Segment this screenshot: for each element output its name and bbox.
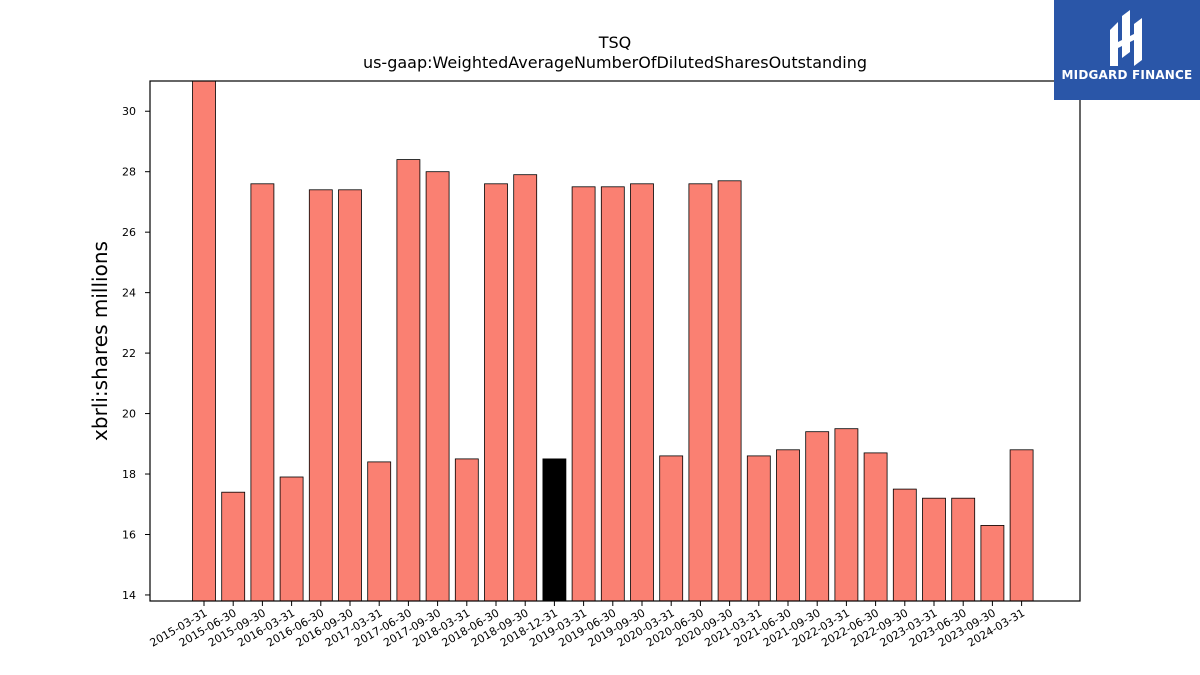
brand-logo: MIDGARD FINANCE — [1054, 0, 1200, 100]
y-tick-label: 28 — [122, 166, 136, 179]
bar-2019-09-30 — [630, 183, 654, 602]
bar-2020-03-31 — [659, 455, 684, 602]
bar-2017-09-30 — [425, 171, 450, 602]
bar-2018-09-30 — [513, 174, 538, 602]
y-axis-ticks: 14 16 18 20 22 24 26 28 30 — [122, 105, 150, 602]
bar-2015-09-30 — [250, 183, 275, 602]
logo-text: MIDGARD FINANCE — [1061, 68, 1193, 82]
bar-2016-06-30 — [308, 189, 333, 602]
bar-2023-06-30 — [951, 497, 976, 602]
x-axis-ticks: 2015-03-312015-06-302015-09-302016-03-31… — [148, 601, 1027, 650]
bar-2015-03-31 — [192, 80, 216, 602]
bar-2018-12-31 — [542, 458, 567, 602]
y-tick-label: 30 — [122, 105, 136, 118]
bar-2020-06-30 — [688, 183, 713, 602]
bar-2021-03-31 — [746, 455, 771, 602]
bar-2016-09-30 — [338, 189, 362, 602]
y-tick-label: 24 — [122, 287, 136, 300]
chart-title: TSQ — [598, 33, 632, 52]
bar-2018-03-31 — [454, 458, 479, 602]
y-tick-label: 20 — [122, 408, 136, 421]
chart-subtitle: us-gaap:WeightedAverageNumberOfDilutedSh… — [363, 53, 867, 72]
bar-2016-03-31 — [279, 476, 304, 602]
y-tick-label: 14 — [122, 589, 136, 602]
y-axis-label: xbrli:shares millions — [88, 241, 112, 441]
y-tick-label: 16 — [122, 528, 136, 541]
bar-2018-06-30 — [484, 183, 508, 602]
bars-group — [192, 80, 1034, 602]
bar-2022-09-30 — [892, 488, 917, 602]
y-tick-label: 26 — [122, 226, 136, 239]
bar-2017-03-31 — [367, 461, 392, 602]
bar-2023-09-30 — [980, 525, 1005, 602]
plot-frame — [149, 80, 1081, 602]
bar-2022-06-30 — [863, 452, 888, 602]
bar-2022-03-31 — [834, 428, 859, 602]
bar-2015-06-30 — [221, 491, 246, 602]
bar-2019-06-30 — [600, 186, 625, 602]
bar-2019-03-31 — [571, 186, 596, 602]
y-tick-label: 18 — [122, 468, 136, 481]
bar-2023-03-31 — [922, 497, 946, 602]
bar-2017-06-30 — [396, 159, 421, 602]
y-tick-label: 22 — [122, 347, 136, 360]
bar-2020-09-30 — [717, 180, 742, 602]
bar-2024-03-31 — [1009, 449, 1034, 602]
bar-2021-06-30 — [776, 449, 800, 602]
midgard-logo-icon — [1110, 10, 1142, 66]
bar-2021-09-30 — [805, 431, 830, 602]
